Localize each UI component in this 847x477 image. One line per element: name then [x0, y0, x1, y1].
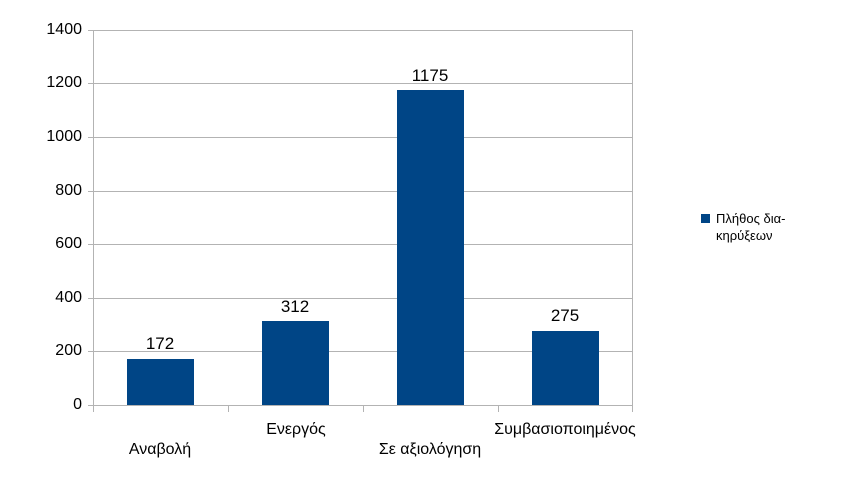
x-category-label: Ενεργός [266, 421, 326, 438]
x-tick [363, 405, 364, 412]
legend-label-line2: κηρύξεων [716, 228, 773, 243]
x-category-label: Συμβασιοποιημένος [494, 421, 636, 438]
data-label: 312 [280, 297, 310, 316]
data-label: 275 [550, 306, 580, 325]
x-axis [88, 405, 633, 406]
bar-symvasiopoiimenos [532, 331, 599, 405]
y-tick-label: 200 [55, 342, 82, 359]
y-tick-label: 800 [55, 182, 82, 199]
bar-energos [262, 321, 329, 405]
y-tick-label: 600 [55, 235, 82, 252]
legend-swatch [701, 214, 710, 223]
data-label: 1175 [411, 66, 449, 85]
y-tick-label: 1000 [46, 128, 82, 145]
x-tick [228, 405, 229, 412]
x-category-label: Σε αξιολόγηση [378, 441, 482, 458]
data-label: 172 [145, 334, 175, 353]
legend-label: Πλήθος δια- [716, 211, 786, 226]
gridline-800 [88, 191, 633, 192]
bar-se-axiologisi [397, 90, 464, 405]
gridline-400 [88, 298, 633, 299]
y-tick-label: 1200 [46, 74, 82, 91]
x-category-label: Αναβολή [128, 441, 192, 458]
x-tick [498, 405, 499, 412]
y-tick-label: 0 [73, 396, 82, 413]
bar-anavoli [127, 359, 194, 405]
y-tick-label: 1400 [46, 21, 82, 38]
gridline-600 [88, 244, 633, 245]
y-tick-label: 400 [55, 289, 82, 306]
gridline-1400 [88, 30, 633, 31]
y-axis [93, 30, 94, 412]
gridline-1000 [88, 137, 633, 138]
gridline-1200 [88, 83, 633, 84]
right-border [632, 30, 633, 412]
gridline-200 [88, 351, 633, 352]
